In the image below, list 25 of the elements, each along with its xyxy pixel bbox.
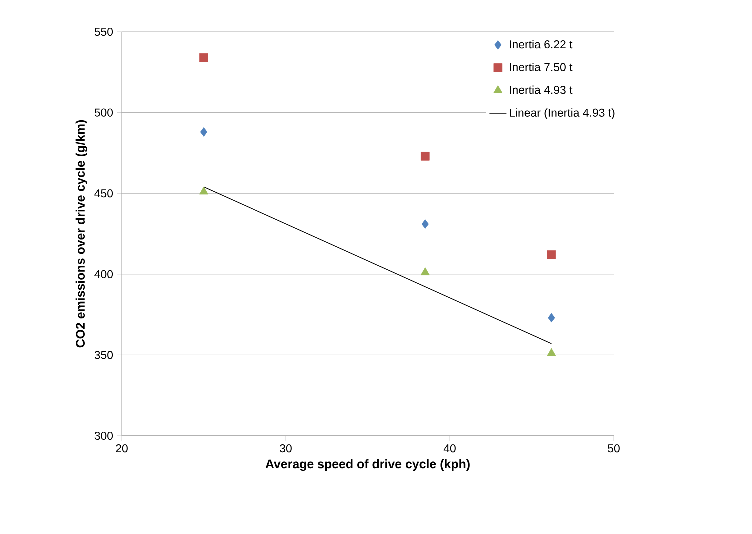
- point: [200, 127, 208, 137]
- x-tick-label: 40: [444, 444, 456, 453]
- y-axis-title: CO2 emissions over drive cycle (g/km): [76, 120, 88, 348]
- x-tick-label: 30: [280, 444, 292, 453]
- y-tick-label: 300: [94, 432, 114, 440]
- point: [422, 220, 429, 229]
- y-tick-label: 350: [94, 351, 114, 360]
- point: [420, 268, 430, 276]
- legend-label: Inertia 6.22 t: [510, 40, 573, 49]
- point: [548, 313, 556, 323]
- point: [200, 53, 208, 62]
- y-tick-label: 400: [94, 270, 114, 278]
- legend-label: Inertia 7.50 t: [510, 63, 573, 72]
- point: [547, 348, 556, 356]
- x-tick-label: 20: [116, 444, 128, 453]
- y-tick-label: 550: [94, 28, 114, 36]
- x-axis-title: Average speed of drive cycle (kph): [266, 459, 470, 472]
- y-tick-label: 450: [94, 190, 114, 198]
- point: [547, 250, 556, 260]
- legend-label: Inertia 4.93 t: [510, 86, 573, 94]
- x-tick-label: 50: [608, 444, 620, 453]
- y-tick-label: 500: [94, 108, 114, 117]
- point: [421, 152, 430, 161]
- point: [199, 186, 209, 195]
- legend-label: Linear (Inertia 4.93 t): [510, 108, 615, 120]
